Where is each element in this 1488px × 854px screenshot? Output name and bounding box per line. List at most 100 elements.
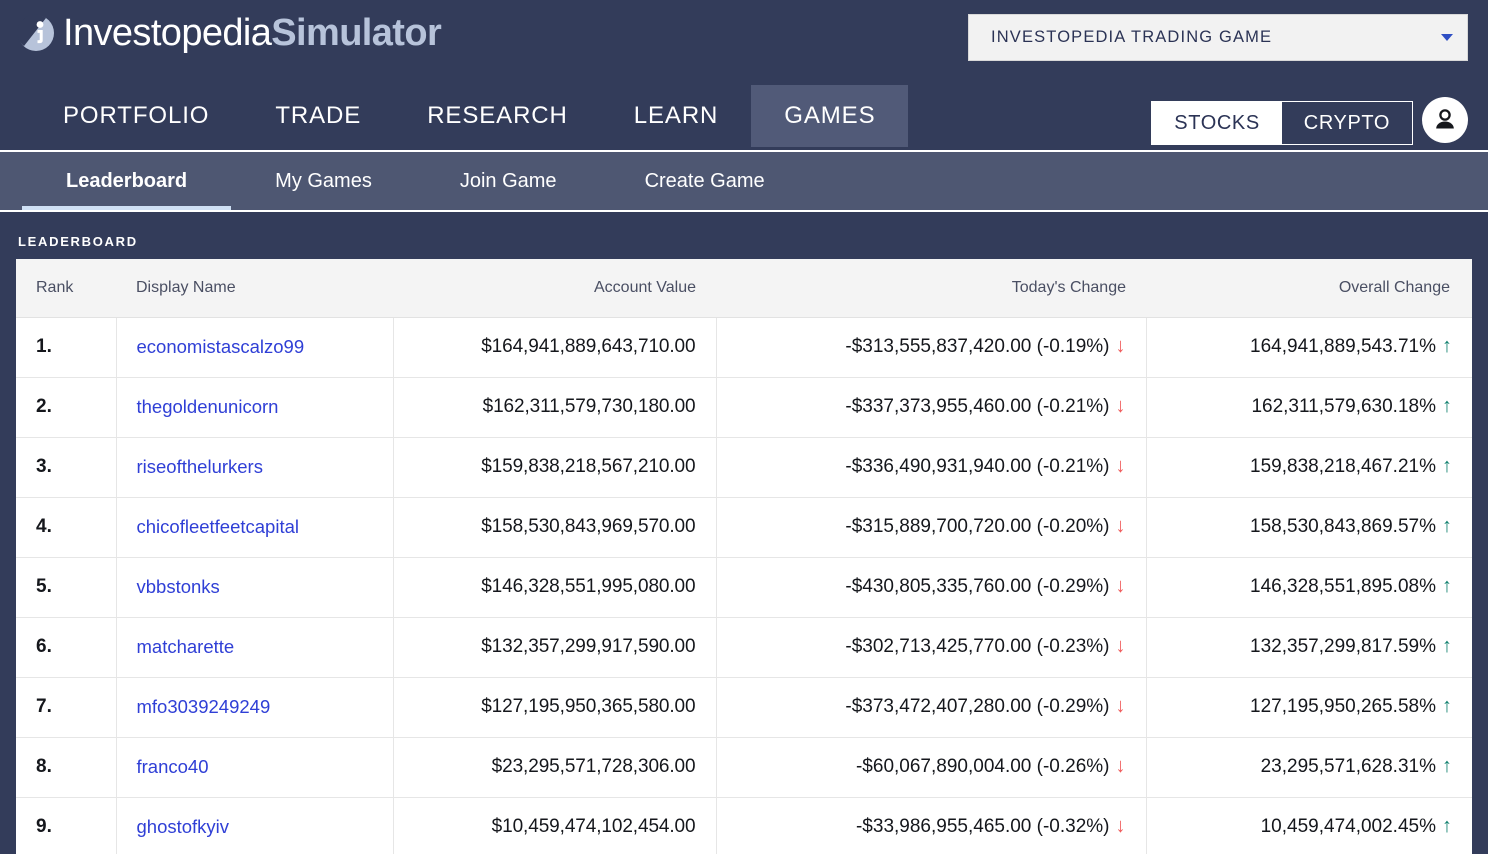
todays-change-value: -$337,373,955,460.00 (-0.21%) [845, 396, 1110, 417]
cell-todays-change: -$33,986,955,465.00 (-0.32%) ↓ [716, 797, 1147, 854]
cell-display-name: matcharette [116, 617, 394, 678]
arrow-up-icon: ↑ [1442, 335, 1452, 357]
main-navigation-bar: PORTFOLIO TRADE RESEARCH LEARN GAMES STO… [0, 85, 1488, 150]
cell-account-value: $162,311,579,730,180.00 [393, 377, 717, 438]
section-title-leaderboard: LEADERBOARD [18, 234, 138, 249]
column-header-todays-change[interactable]: Today's Change [716, 259, 1146, 318]
overall-change-value: 164,941,889,543.71% [1250, 336, 1436, 357]
game-selector-dropdown[interactable]: INVESTOPEDIA TRADING GAME [968, 14, 1468, 61]
cell-overall-change: 10,459,474,002.45% ↑ [1146, 797, 1472, 854]
arrow-down-icon: ↓ [1115, 695, 1126, 717]
cell-account-value: $10,459,474,102,454.00 [393, 797, 717, 854]
todays-change-value: -$430,805,335,760.00 (-0.29%) [845, 576, 1110, 597]
games-sub-navigation: Leaderboard My Games Join Game Create Ga… [0, 150, 1488, 212]
cell-rank: 6. [16, 617, 117, 678]
overall-change-value: 158,530,843,869.57% [1250, 516, 1436, 537]
arrow-up-icon: ↑ [1442, 515, 1452, 537]
cell-rank: 1. [16, 317, 117, 378]
nav-item-learn[interactable]: LEARN [633, 102, 719, 129]
table-row: 4. chicofleetfeetcapital $158,530,843,969,… [16, 497, 1472, 558]
cell-todays-change: -$60,067,890,004.00 (-0.26%) ↓ [716, 737, 1147, 798]
cell-account-value: $158,530,843,969,570.00 [393, 497, 717, 558]
brand-name-primary: Investopedia [63, 12, 272, 54]
arrow-up-icon: ↑ [1442, 755, 1452, 777]
overall-change-value: 132,357,299,817.59% [1250, 636, 1436, 657]
todays-change-value: -$336,490,931,940.00 (-0.21%) [845, 456, 1110, 477]
cell-display-name: mfo3039249249 [116, 677, 394, 738]
table-row: 5. vbbstonks $146,328,551,995,080.00 -$430,… [16, 557, 1472, 618]
cell-account-value: $132,357,299,917,590.00 [393, 617, 717, 678]
toggle-stocks-button[interactable]: STOCKS [1152, 102, 1282, 144]
subnav-item-join-game[interactable]: Join Game [459, 169, 557, 192]
cell-todays-change: -$430,805,335,760.00 (-0.29%) ↓ [716, 557, 1147, 618]
cell-overall-change: 23,295,571,628.31% ↑ [1146, 737, 1472, 798]
cell-display-name: ghostofkyiv [116, 797, 394, 854]
cell-rank: 2. [16, 377, 117, 438]
arrow-down-icon: ↓ [1115, 515, 1126, 537]
player-profile-link[interactable]: thegoldenunicorn [136, 395, 279, 417]
player-profile-link[interactable]: ghostofkyiv [136, 815, 230, 837]
column-header-rank[interactable]: Rank [16, 259, 116, 318]
overall-change-value: 146,328,551,895.08% [1250, 576, 1436, 597]
cell-todays-change: -$373,472,407,280.00 (-0.29%) ↓ [716, 677, 1147, 738]
subnav-item-create-game[interactable]: Create Game [644, 169, 765, 192]
cell-rank: 4. [16, 497, 117, 558]
table-header-row: Rank Display Name Account Value Today's … [16, 259, 1472, 318]
column-header-account-value[interactable]: Account Value [393, 259, 716, 318]
leaderboard-table: Rank Display Name Account Value Today's … [16, 259, 1472, 854]
subnav-item-my-games[interactable]: My Games [275, 169, 372, 192]
column-header-display-name[interactable]: Display Name [116, 259, 393, 318]
player-profile-link[interactable]: vbbstonks [136, 575, 220, 597]
arrow-up-icon: ↑ [1442, 395, 1452, 417]
table-row: 3. riseofthelurkers $159,838,218,567,210.0… [16, 437, 1472, 498]
nav-item-trade[interactable]: TRADE [275, 102, 362, 129]
cell-display-name: franco40 [116, 737, 394, 798]
leaderboard-table-head: Rank Display Name Account Value Today's … [16, 259, 1472, 318]
toggle-crypto-button[interactable]: CRYPTO [1281, 102, 1412, 144]
player-profile-link[interactable]: mfo3039249249 [136, 695, 271, 717]
cell-rank: 3. [16, 437, 117, 498]
chevron-down-icon [1441, 34, 1453, 41]
cell-overall-change: 162,311,579,630.18% ↑ [1146, 377, 1472, 438]
cell-display-name: thegoldenunicorn [116, 377, 394, 438]
cell-rank: 7. [16, 677, 117, 738]
cell-overall-change: 146,328,551,895.08% ↑ [1146, 557, 1472, 618]
overall-change-value: 162,311,579,630.18% [1251, 396, 1436, 417]
table-row: 9. ghostofkyiv $10,459,474,102,454.00 -$33,… [16, 797, 1472, 854]
leaderboard-table-body: 1. economistascalzo99 $164,941,889,643,710… [16, 317, 1472, 854]
cell-display-name: vbbstonks [116, 557, 394, 618]
arrow-up-icon: ↑ [1442, 815, 1452, 837]
nav-item-portfolio[interactable]: PORTFOLIO [63, 102, 210, 129]
arrow-down-icon: ↓ [1115, 815, 1126, 837]
nav-item-games[interactable]: GAMES [751, 85, 909, 147]
leaderboard-table-container: Rank Display Name Account Value Today's … [16, 259, 1472, 854]
arrow-down-icon: ↓ [1115, 575, 1126, 597]
cell-todays-change: -$337,373,955,460.00 (-0.21%) ↓ [716, 377, 1147, 438]
player-profile-link[interactable]: franco40 [136, 755, 209, 777]
player-profile-link[interactable]: riseofthelurkers [136, 455, 263, 477]
brand-logo-group[interactable]: InvestopediaSimulator [16, 12, 442, 54]
overall-change-value: 23,295,571,628.31% [1260, 756, 1436, 777]
brand-wordmark: InvestopediaSimulator [63, 12, 442, 54]
cell-display-name: riseofthelurkers [116, 437, 394, 498]
nav-item-research[interactable]: RESEARCH [427, 102, 568, 129]
subnav-item-leaderboard[interactable]: Leaderboard [22, 152, 232, 210]
todays-change-value: -$313,555,837,420.00 (-0.19%) [845, 336, 1110, 357]
table-row: 8. franco40 $23,295,571,728,306.00 -$60,067… [16, 737, 1472, 798]
user-account-button[interactable] [1422, 97, 1468, 143]
top-header-bar: InvestopediaSimulator INVESTOPEDIA TRADI… [0, 0, 1488, 85]
player-profile-link[interactable]: matcharette [136, 635, 235, 657]
cell-overall-change: 164,941,889,543.71% ↑ [1146, 317, 1472, 378]
arrow-down-icon: ↓ [1115, 335, 1126, 357]
arrow-up-icon: ↑ [1442, 455, 1452, 477]
table-row: 6. matcharette $132,357,299,917,590.00 -$30… [16, 617, 1472, 678]
column-header-overall-change[interactable]: Overall Change [1146, 259, 1472, 318]
overall-change-value: 10,459,474,002.45% [1260, 816, 1436, 837]
overall-change-value: 127,195,950,265.58% [1250, 696, 1436, 717]
table-row: 7. mfo3039249249 $127,195,950,365,580.00 -$… [16, 677, 1472, 738]
table-row: 2. thegoldenunicorn $162,311,579,730,180.0… [16, 377, 1472, 438]
todays-change-value: -$33,986,955,465.00 (-0.32%) [855, 816, 1110, 837]
cell-account-value: $127,195,950,365,580.00 [393, 677, 717, 738]
player-profile-link[interactable]: chicofleetfeetcapital [136, 515, 300, 537]
player-profile-link[interactable]: economistascalzo99 [136, 335, 305, 357]
